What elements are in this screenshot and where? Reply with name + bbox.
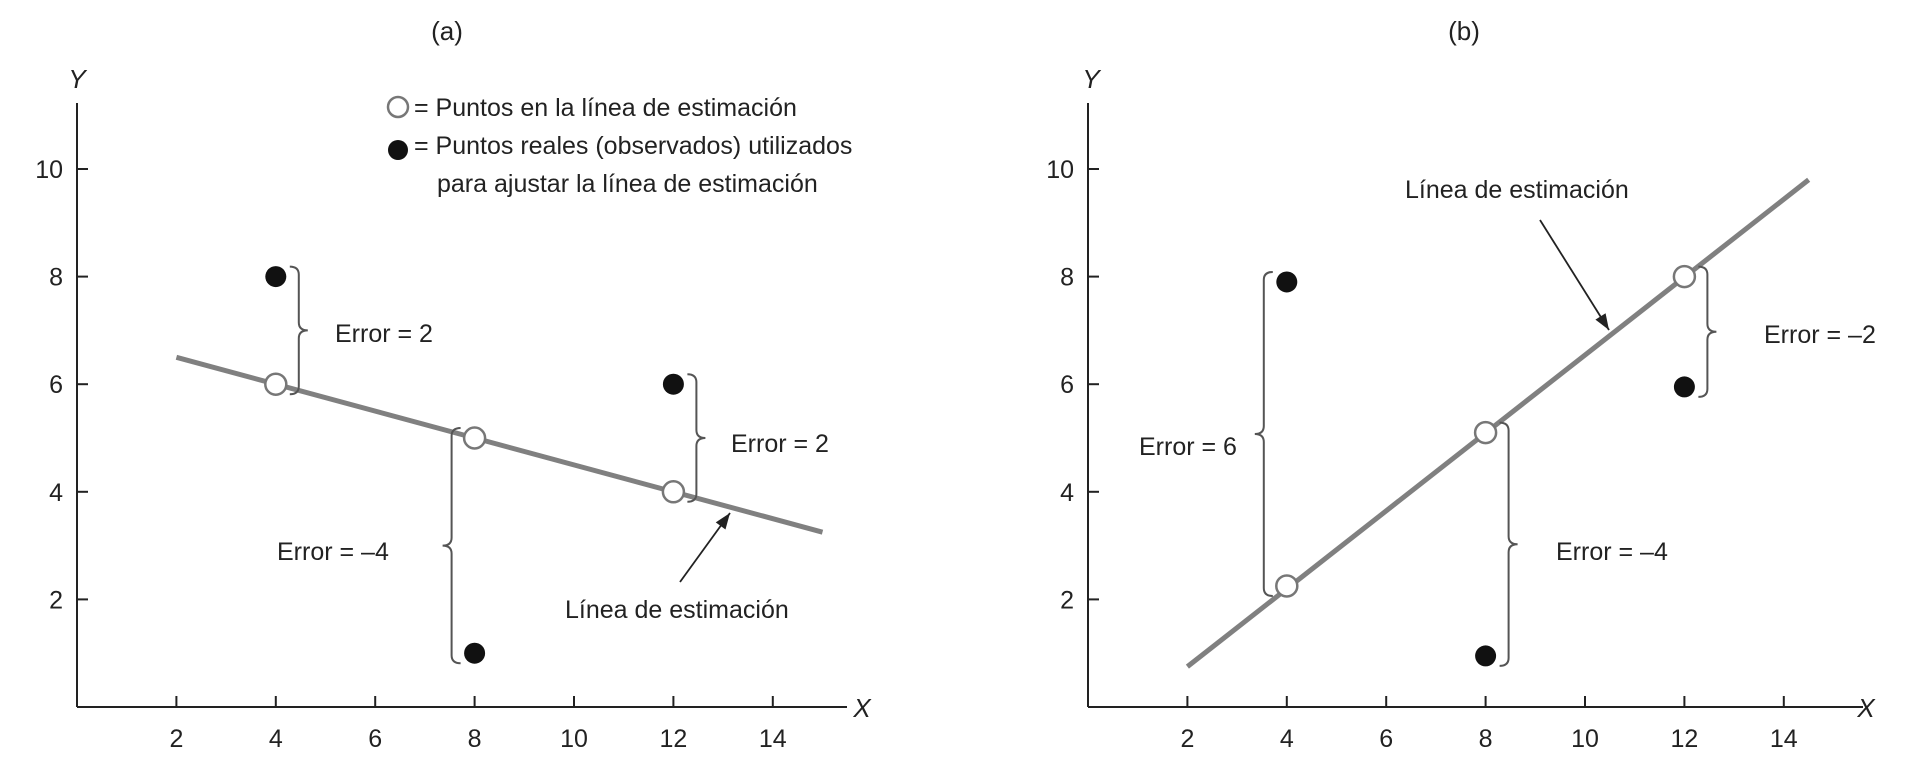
x-tick-label: 6 [368,725,382,753]
y-tick-label: 2 [49,586,63,614]
estimation-line-arrowhead [715,513,730,530]
y-axis-label: Y [1082,64,1101,94]
x-tick-label: 14 [759,725,787,753]
legend: = Puntos en la línea de estimación = Pun… [386,94,852,198]
legend-observed-marker [388,140,408,160]
legend-observed-text-line1: = Puntos reales (observados) utilizados [414,132,852,160]
error-label: Error = –4 [277,538,389,566]
x-tick-label: 2 [1180,725,1194,753]
x-tick-label: 10 [560,725,588,753]
error-brace [1254,270,1273,597]
panel-title: (b) [1448,16,1480,46]
observed-point [1673,376,1695,398]
x-tick-label: 12 [1670,725,1698,753]
y-tick-label: 4 [1060,479,1074,507]
error-brace [442,427,461,665]
x-tick-label: 12 [659,725,687,753]
estimation-line-arrowhead [1595,313,1609,330]
x-tick-label: 4 [1280,725,1294,753]
panel-b: (b) Y X 2 4 6 8 10 12 14 2 4 6 8 10 Línea de estimación… [1046,16,1876,753]
estimated-point [1473,420,1498,445]
y-axis-label: Y [68,64,87,94]
error-brace [687,373,706,503]
y-tick-label: 2 [1060,586,1074,614]
y-tick-label: 6 [1060,371,1074,399]
estimation-line-pointer [1539,219,1610,331]
x-axis-label: X [852,693,872,723]
y-tick-label: 10 [35,156,63,184]
x-tick-label: 2 [169,725,183,753]
x-tick-label: 4 [269,725,283,753]
observed-point [464,642,486,664]
y-tick-label: 6 [49,371,63,399]
x-tick-label: 14 [1770,725,1798,753]
observed-point [1475,645,1497,667]
x-axis-label: X [1856,693,1876,723]
x-tick-label: 8 [1479,725,1493,753]
estimation-line-label: Línea de estimación [565,596,789,624]
estimated-point [1275,574,1299,598]
legend-estimated-text: = Puntos en la línea de estimación [414,94,797,122]
error-label: Error = 2 [335,320,433,348]
legend-observed-text-line2: para ajustar la línea de estimación [437,170,818,198]
observed-point [1276,271,1298,293]
panel-title: (a) [431,16,463,46]
error-label: Error = –2 [1764,321,1876,349]
x-tick-label: 10 [1571,725,1599,753]
observed-point [662,373,684,395]
y-tick-label: 10 [1046,156,1074,184]
estimated-point [661,480,686,504]
x-tick-label: 6 [1379,725,1393,753]
y-tick-label: 8 [49,264,63,292]
x-tick-label: 8 [468,725,482,753]
estimated-point [1672,264,1697,289]
error-brace [1499,421,1518,667]
y-tick-label: 8 [1060,264,1074,292]
error-label: Error = –4 [1556,538,1668,566]
estimated-point [462,426,487,450]
estimation-line-label: Línea de estimación [1405,176,1629,204]
y-tick-label: 4 [49,479,63,507]
error-brace [289,265,308,396]
panel-a: (a) Y X 2 4 6 8 10 12 14 2 4 6 8 10 Línea de estimación… [35,16,872,753]
observed-point [265,266,287,288]
estimated-point [264,372,288,396]
error-label: Error = 2 [731,430,829,458]
error-brace [1698,265,1717,398]
legend-estimated-marker [386,95,410,119]
error-label: Error = 6 [1139,433,1237,461]
